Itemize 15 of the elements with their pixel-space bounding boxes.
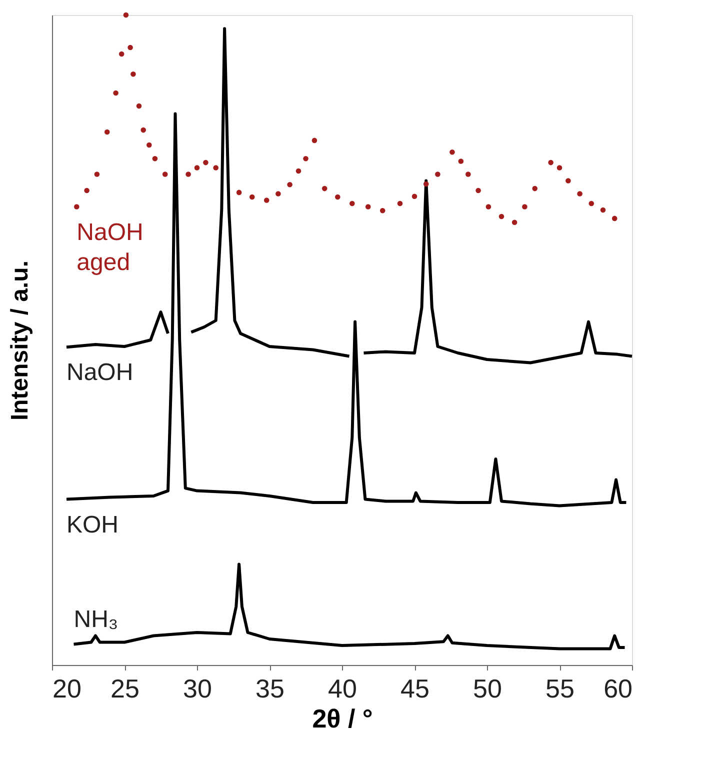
x-tick-label: 30	[183, 674, 212, 704]
series-label: NH₃	[74, 606, 118, 634]
x-tick-label: 20	[52, 674, 82, 704]
x-tick-label: 60	[604, 674, 632, 704]
x-tick-label: 25	[110, 674, 140, 704]
series-label: NaOH	[66, 359, 134, 386]
x-tick-label: 50	[473, 674, 502, 704]
x-axis-title: 2θ / °	[312, 704, 373, 734]
y-axis-title: Intensity / a.u.	[6, 260, 34, 421]
x-tick-label: 55	[546, 674, 574, 704]
x-tick-label: 45	[400, 674, 430, 704]
series-label: KOH	[66, 511, 119, 538]
x-tick-label: 40	[328, 674, 357, 704]
x-tick-label: 35	[256, 674, 284, 704]
series-label: NaOH aged	[76, 218, 144, 276]
